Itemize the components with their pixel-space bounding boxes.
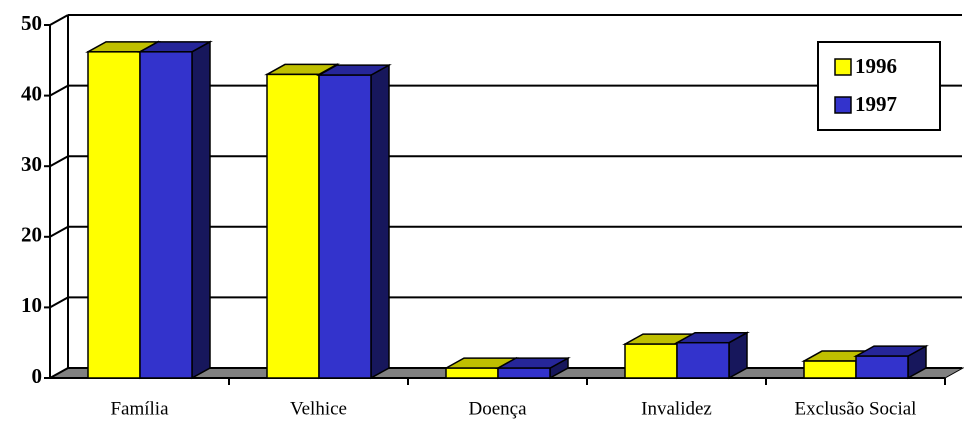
x-tick-label: Invalidez (641, 398, 712, 419)
bar (624, 343, 678, 379)
y-tick-label: 0 (32, 364, 43, 388)
bar-side (191, 40, 211, 380)
y-tick-label: 50 (21, 11, 42, 35)
x-tick-label: Doença (468, 398, 527, 419)
grid-line-side (49, 225, 69, 238)
legend-label: 1997 (855, 92, 897, 116)
grid-line-side (49, 155, 69, 168)
bar (266, 73, 320, 379)
legend-label: 1996 (855, 54, 897, 78)
y-tick-label: 40 (21, 81, 42, 105)
x-tick-label: Velhice (290, 398, 347, 419)
bar (87, 51, 141, 379)
bar (139, 51, 193, 379)
bar-side (370, 63, 390, 380)
x-tick-label: Família (110, 398, 169, 419)
grid-line-side (49, 14, 69, 26)
bar (855, 355, 909, 379)
grid-line-side (49, 367, 69, 379)
bar (318, 74, 372, 379)
grid-line-side (49, 84, 69, 97)
bar (497, 367, 551, 379)
legend-box (817, 41, 941, 131)
y-tick-label: 10 (21, 293, 42, 317)
x-tick-label: Exclusão Social (795, 398, 917, 419)
bar (676, 341, 730, 379)
legend-swatch (834, 58, 852, 76)
y-tick-label: 30 (21, 152, 42, 176)
grid-line-side (49, 296, 69, 309)
bar (445, 367, 499, 379)
legend-swatch (834, 96, 852, 114)
bar (803, 360, 857, 379)
y-tick-label: 20 (21, 223, 42, 247)
